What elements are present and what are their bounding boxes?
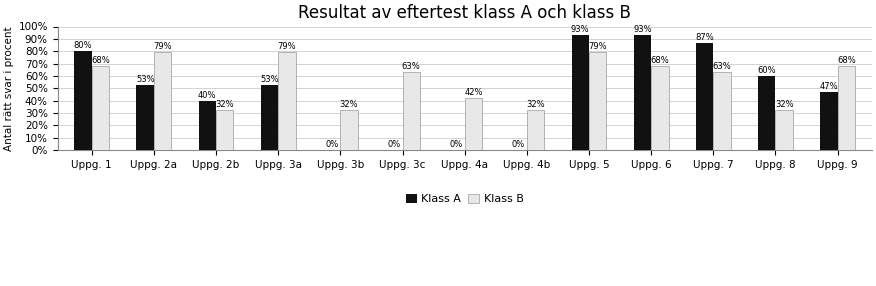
Text: 32%: 32% [340,100,358,110]
Bar [775,110,793,150]
Text: 32%: 32% [215,100,234,110]
Bar [758,76,775,150]
Bar [651,66,668,150]
Bar [74,51,92,150]
Bar [713,72,731,150]
Text: 87%: 87% [696,33,714,41]
Text: 53%: 53% [260,75,279,84]
Text: 68%: 68% [837,56,856,65]
Bar [154,52,172,150]
Bar [199,101,216,150]
Bar [403,72,420,150]
Bar [216,110,234,150]
Text: 42%: 42% [464,88,483,97]
Text: 63%: 63% [713,62,731,71]
Bar [820,92,837,150]
Text: 0%: 0% [512,140,525,149]
Text: 53%: 53% [136,75,154,84]
Bar [341,110,357,150]
Bar [464,98,482,150]
Bar [696,43,713,150]
Text: 32%: 32% [526,100,545,110]
Text: 60%: 60% [758,66,776,75]
Text: 0%: 0% [449,140,463,149]
Text: 40%: 40% [198,91,216,100]
Bar [572,35,589,150]
Bar [589,52,606,150]
Text: 79%: 79% [278,42,296,51]
Bar [279,52,295,150]
Text: 80%: 80% [74,41,92,50]
Text: 93%: 93% [633,25,652,34]
Text: 47%: 47% [820,82,838,91]
Bar [526,110,544,150]
Text: 0%: 0% [325,140,338,149]
Bar [137,85,154,150]
Y-axis label: Antal rätt svar i procent: Antal rätt svar i procent [4,26,14,150]
Text: 79%: 79% [153,42,172,51]
Text: 79%: 79% [589,42,607,51]
Text: 68%: 68% [651,56,669,65]
Text: 63%: 63% [402,62,420,71]
Text: 68%: 68% [91,56,110,65]
Text: 93%: 93% [571,25,590,34]
Legend: Klass A, Klass B: Klass A, Klass B [401,190,528,209]
Title: Resultat av eftertest klass A och klass B: Resultat av eftertest klass A och klass … [298,4,631,22]
Bar [633,35,651,150]
Text: 32%: 32% [775,100,794,110]
Bar [837,66,855,150]
Bar [92,66,110,150]
Text: 0%: 0% [387,140,400,149]
Bar [261,85,279,150]
